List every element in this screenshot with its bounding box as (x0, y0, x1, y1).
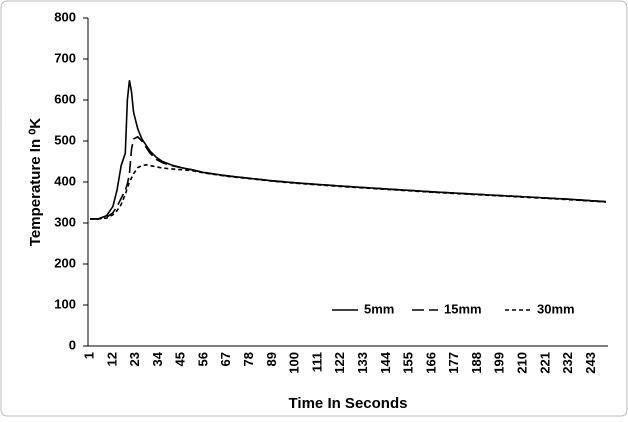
x-tick-label: 144 (378, 351, 393, 373)
legend-label: 5mm (364, 301, 394, 316)
x-tick-label: 1 (82, 352, 97, 359)
y-tick-label: 700 (54, 50, 76, 65)
x-axis-title: Time In Seconds (289, 395, 408, 412)
x-tick-label: 232 (560, 352, 575, 374)
x-tick-label: 78 (241, 352, 256, 366)
x-tick-label: 122 (332, 352, 347, 374)
x-tick-label: 243 (583, 352, 598, 374)
x-tick-label: 210 (514, 352, 529, 374)
x-tick-label: 188 (469, 352, 484, 374)
y-tick-label: 300 (54, 214, 76, 229)
legend-label: 15mm (444, 301, 482, 316)
x-tick-label: 111 (309, 352, 324, 372)
x-tick-label: 155 (401, 352, 416, 374)
x-tick-label: 23 (127, 352, 142, 366)
y-tick-label: 600 (54, 91, 76, 106)
series-line (90, 163, 606, 220)
x-tick-label: 100 (287, 352, 302, 374)
legend-label: 30mm (537, 301, 575, 316)
x-tick-label: 199 (492, 352, 507, 374)
x-tick-label: 166 (423, 352, 438, 374)
x-tick-label: 34 (150, 351, 165, 366)
x-tick-label: 133 (355, 352, 370, 374)
x-tick-label: 56 (195, 352, 210, 366)
x-tick-label: 45 (173, 352, 188, 366)
y-tick-label: 200 (54, 255, 76, 270)
y-axis-title: Temperature In ⁰K (27, 118, 44, 246)
y-tick-label: 500 (54, 132, 76, 147)
series-line (90, 135, 606, 220)
y-tick-label: 400 (54, 173, 76, 188)
y-tick-label: 800 (54, 9, 76, 24)
y-tick-label: 0 (69, 337, 76, 352)
x-tick-label: 12 (104, 352, 119, 366)
x-tick-label: 177 (446, 352, 461, 374)
x-tick-label: 67 (218, 352, 233, 366)
x-tick-label: 89 (264, 352, 279, 366)
x-tick-label: 221 (537, 352, 552, 374)
y-tick-label: 100 (54, 296, 76, 311)
